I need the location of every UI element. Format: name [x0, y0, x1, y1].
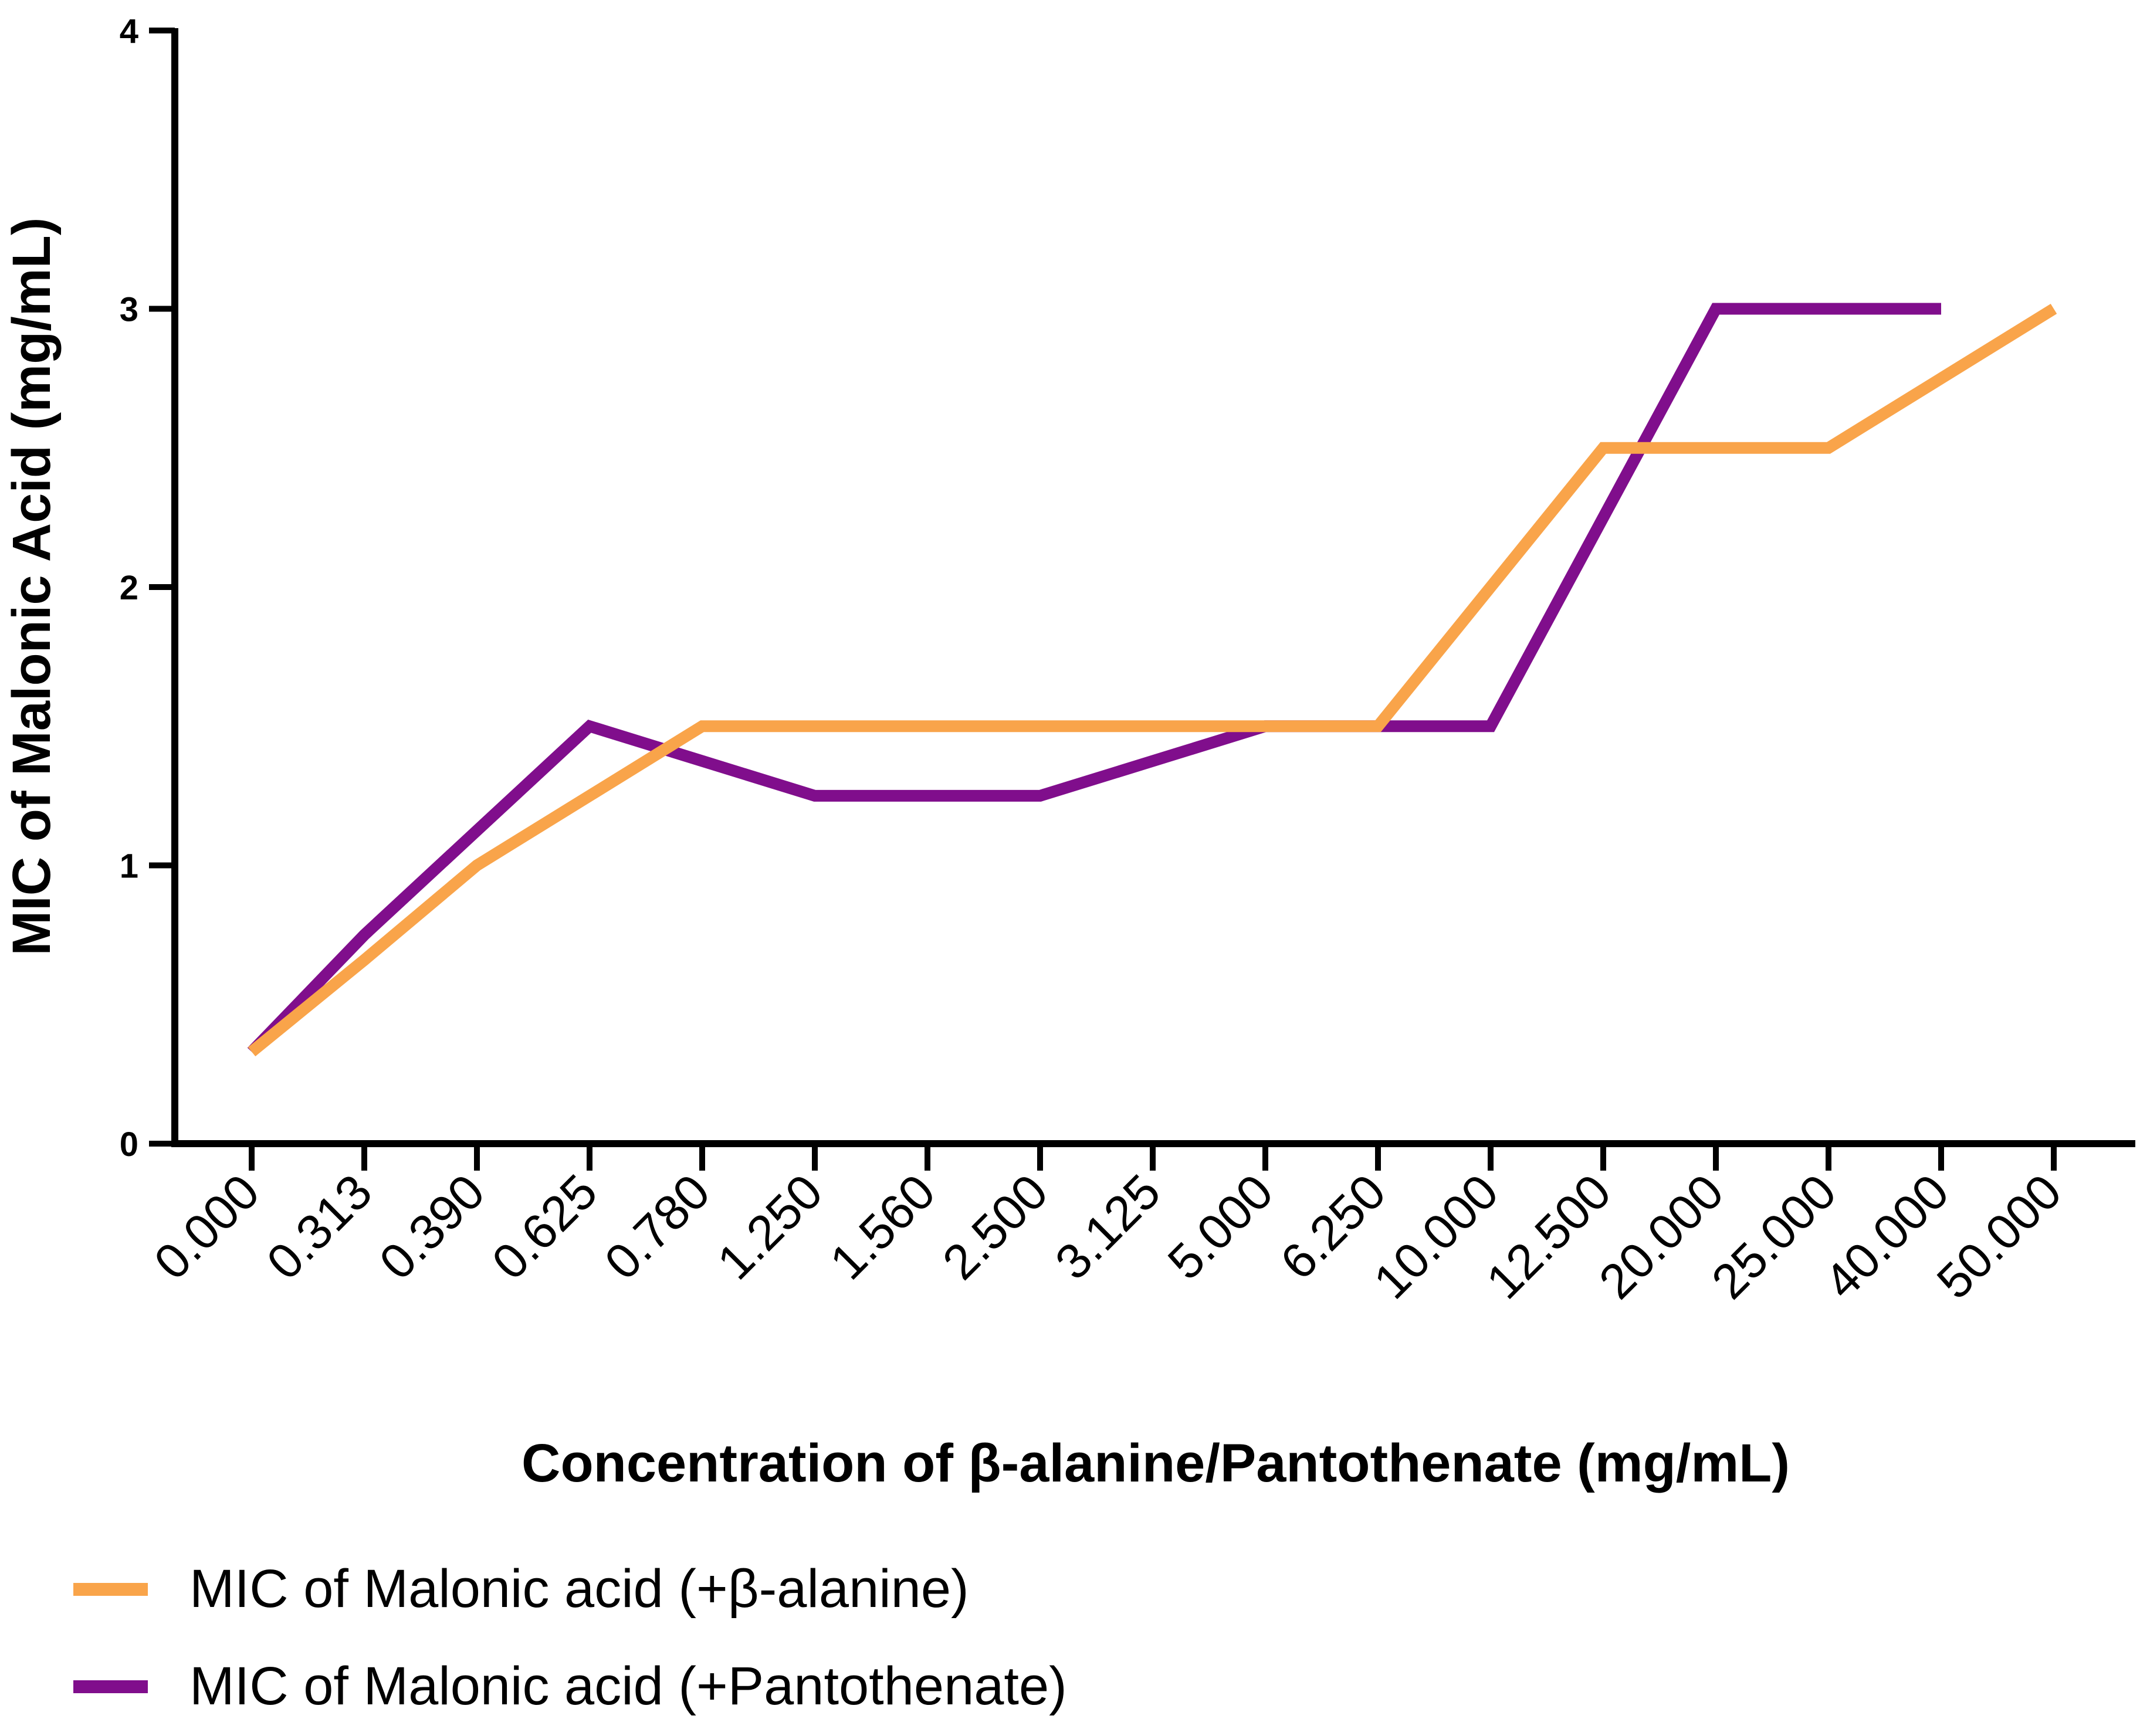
x-tick-label: 40.000: [1814, 1164, 1959, 1309]
x-tick-label: 0.625: [482, 1164, 608, 1290]
x-tick-label: 3.125: [1045, 1164, 1171, 1290]
series-line-pantothenate: [247, 303, 1941, 1056]
x-tick-label: 25.000: [1701, 1164, 1847, 1309]
legend-label-pantothenate: MIC of Malonic acid (+Pantothenate): [189, 1656, 1067, 1716]
x-tick-label: 2.500: [932, 1164, 1058, 1290]
x-tick-label: 1.250: [707, 1164, 833, 1290]
axes: [171, 28, 2135, 1147]
x-tick-label: 0.780: [594, 1164, 720, 1290]
x-tick-label: 5.000: [1157, 1164, 1284, 1290]
x-tick-label: 0.313: [256, 1164, 382, 1290]
y-tick-label: 4: [120, 12, 138, 50]
series-line-beta-alanine: [248, 303, 2057, 1057]
y-tick-label: 0: [120, 1125, 138, 1164]
y-tick-label: 1: [120, 847, 138, 886]
series-layer: [247, 303, 2057, 1057]
x-tick-label: 12.500: [1476, 1164, 1621, 1309]
ticks-layer: 012340.0000.3130.3900.6250.7801.2501.560…: [120, 12, 2072, 1309]
x-tick-label: 20.000: [1589, 1164, 1734, 1309]
x-tick-label: 50.000: [1926, 1164, 2072, 1309]
x-tick-label: 0.390: [369, 1164, 495, 1290]
x-tick-label: 10.000: [1363, 1164, 1509, 1309]
y-axis-title: MIC of Malonic Acid (mg/mL): [2, 218, 62, 956]
y-tick-label: 2: [120, 569, 138, 607]
legend-label-beta-alanine: MIC of Malonic acid (+β-alanine): [189, 1559, 969, 1619]
x-tick-label: 1.560: [820, 1164, 946, 1290]
legend: MIC of Malonic acid (+β-alanine) MIC of …: [73, 1559, 1067, 1716]
x-tick-label: 0.000: [144, 1164, 270, 1290]
x-axis-title: Concentration of β-alanine/Pantothenate …: [522, 1433, 1790, 1493]
y-tick-label: 3: [120, 291, 138, 329]
